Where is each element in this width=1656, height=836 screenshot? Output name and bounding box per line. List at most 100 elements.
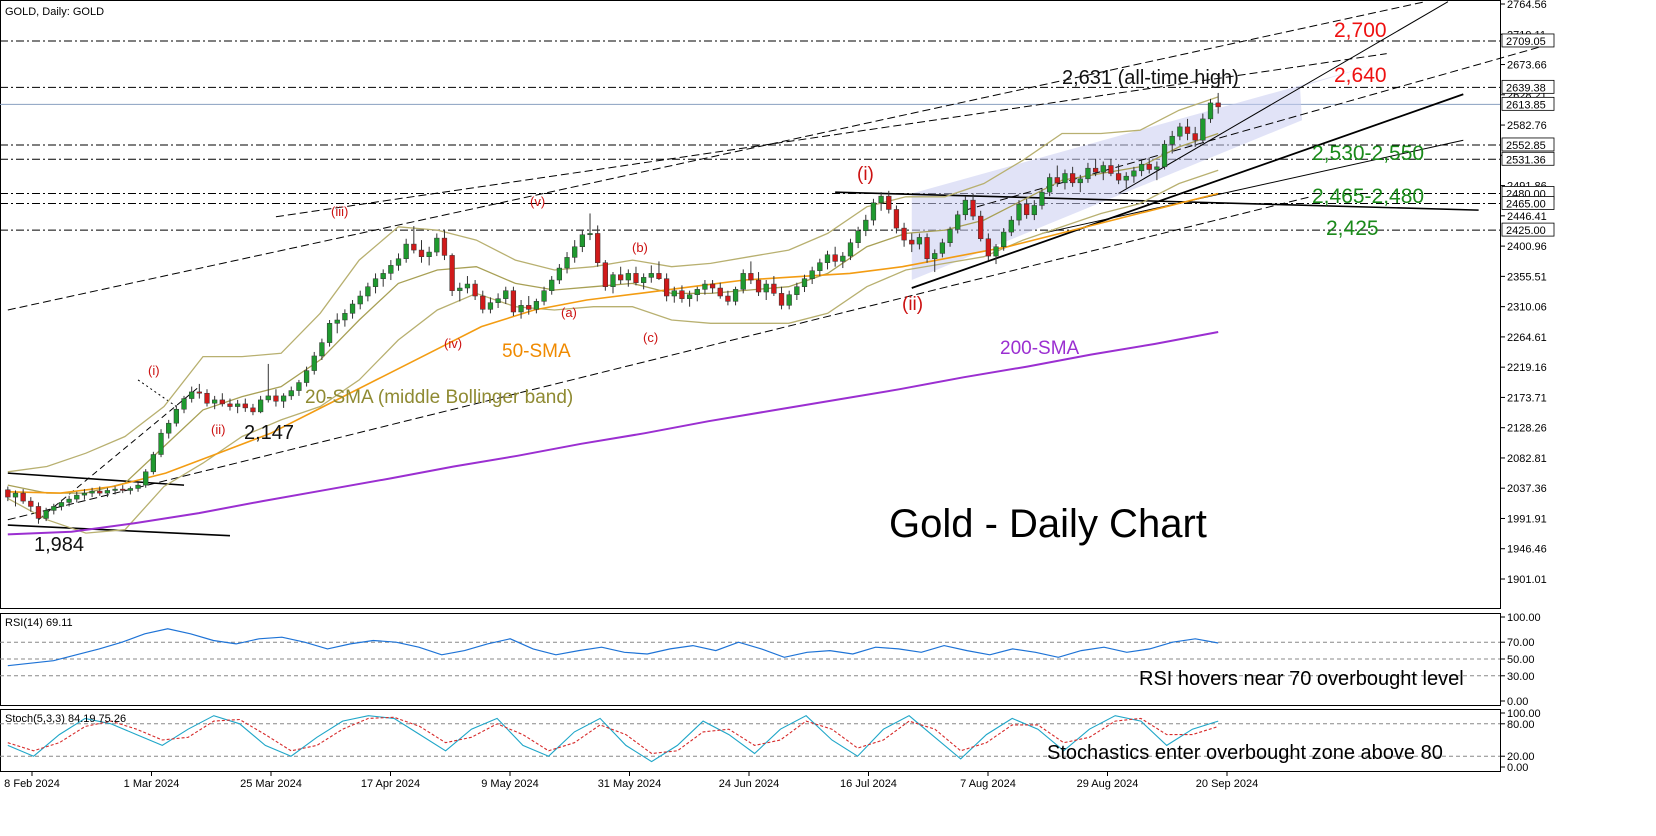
wave-label-ii-1: (ii) <box>211 422 225 437</box>
candle-body <box>495 298 501 303</box>
candle-body <box>35 506 42 519</box>
rsi-title: RSI(14) 69.11 <box>5 617 73 629</box>
candle-body <box>227 403 233 407</box>
stoch-tick-label: 0.00 <box>1507 762 1528 774</box>
price-highlight-label: 2425.00 <box>1506 225 1546 237</box>
candle-body <box>51 506 57 511</box>
candle-body <box>104 490 111 494</box>
level-label-2425: 2,425 <box>1326 217 1379 240</box>
stoch-pane-frame <box>0 709 1501 772</box>
candle-body <box>671 290 677 297</box>
stoch-tick-label: 100.00 <box>1507 708 1541 720</box>
candle-body <box>947 229 953 243</box>
candle-body <box>755 279 762 293</box>
candle-body <box>196 391 202 394</box>
upper-long-channel-line <box>7 1 1426 311</box>
candle-body <box>541 290 547 302</box>
stoch-title: Stoch(5,3,3) 84.19 75.26 <box>5 713 126 725</box>
sma50-line <box>7 192 1219 494</box>
candle-body <box>357 295 363 305</box>
candle-body <box>173 408 179 424</box>
price-axis: 2764.562719.112673.662628.212582.762537.… <box>1500 0 1555 586</box>
candle-body <box>1161 143 1168 168</box>
candle-body <box>518 305 524 313</box>
candle-body <box>717 287 723 297</box>
candle-body <box>5 489 11 498</box>
candle-body <box>58 502 65 507</box>
candle-body <box>985 238 991 257</box>
candle-body <box>1108 165 1114 174</box>
support-trendline <box>911 93 1464 289</box>
wave-label-a: (a) <box>561 305 577 320</box>
candle-body <box>311 355 317 371</box>
candle-body <box>763 283 769 293</box>
candle-body <box>1008 219 1014 233</box>
candle-body <box>81 492 88 496</box>
price-highlight-box <box>1501 79 1555 94</box>
candle-body <box>127 488 134 491</box>
date-tick-label: 24 Jun 2024 <box>719 778 780 790</box>
price-tick-label: 2673.66 <box>1507 60 1547 72</box>
candle-body <box>916 237 923 245</box>
candle-body <box>212 399 218 404</box>
candle-body <box>257 399 264 413</box>
stoch-annotation: Stochastics enter overbought zone above … <box>1047 742 1443 764</box>
candle-body <box>1215 102 1221 108</box>
candle-body <box>801 278 808 287</box>
candle-body <box>1131 170 1137 177</box>
candle-body <box>686 294 693 299</box>
candle-body <box>457 287 463 291</box>
price-highlight-box <box>1501 222 1555 237</box>
date-tick-label: 9 May 2024 <box>481 778 538 790</box>
price-tick-label: 2582.76 <box>1507 120 1547 132</box>
candle-body <box>709 283 716 289</box>
rsi-tick-label: 50.00 <box>1507 654 1535 666</box>
candle-body <box>924 237 930 259</box>
price-highlight-box <box>1501 96 1555 111</box>
candle-body <box>909 239 915 245</box>
falling-resistance-line <box>835 191 1479 211</box>
candle-body <box>556 267 563 281</box>
candle-body <box>1039 191 1045 206</box>
candle-body <box>618 274 624 281</box>
price-highlight-box <box>1501 137 1555 152</box>
candle-body <box>441 237 448 256</box>
candle-body <box>181 398 187 410</box>
candle-body <box>901 227 907 241</box>
sma50-label: 50-SMA <box>502 341 571 362</box>
candle-body <box>663 278 670 297</box>
candle-body <box>342 313 348 321</box>
candle-body <box>993 246 999 257</box>
candle-body <box>150 454 157 473</box>
candle-body <box>786 294 792 306</box>
price-highlight-label: 2552.85 <box>1506 140 1546 152</box>
candle-body <box>863 219 869 232</box>
candle-body <box>648 273 654 278</box>
candle-body <box>120 488 126 491</box>
candle-body <box>970 199 976 217</box>
candle-body <box>939 242 946 254</box>
low-2147-annotation: 2,147 <box>244 422 294 444</box>
rsi-annotation: RSI hovers near 70 overbought level <box>1139 668 1464 690</box>
candle-body <box>572 246 578 258</box>
candle-body <box>1085 167 1091 180</box>
candle-body <box>817 262 823 271</box>
ath-annotation: 2,631 (all-time high) <box>1062 67 1239 89</box>
candle-body <box>602 262 608 287</box>
date-tick-label: 1 Mar 2024 <box>124 778 180 790</box>
candle-body <box>809 270 815 279</box>
candle-body <box>43 510 49 519</box>
candle-body <box>1062 173 1068 184</box>
price-tick-label: 2355.51 <box>1507 271 1547 283</box>
chart-title: Gold - Daily Chart <box>889 502 1207 546</box>
stoch-tick-label: 80.00 <box>1507 719 1535 731</box>
date-tick-label: 16 Jul 2024 <box>840 778 897 790</box>
candle-body <box>303 370 310 383</box>
candle-body <box>1184 126 1191 134</box>
candle-body <box>1115 173 1122 181</box>
sma200-line <box>7 331 1219 536</box>
candle-body <box>893 209 900 229</box>
candle-body <box>418 249 425 257</box>
candle-body <box>1016 203 1022 221</box>
